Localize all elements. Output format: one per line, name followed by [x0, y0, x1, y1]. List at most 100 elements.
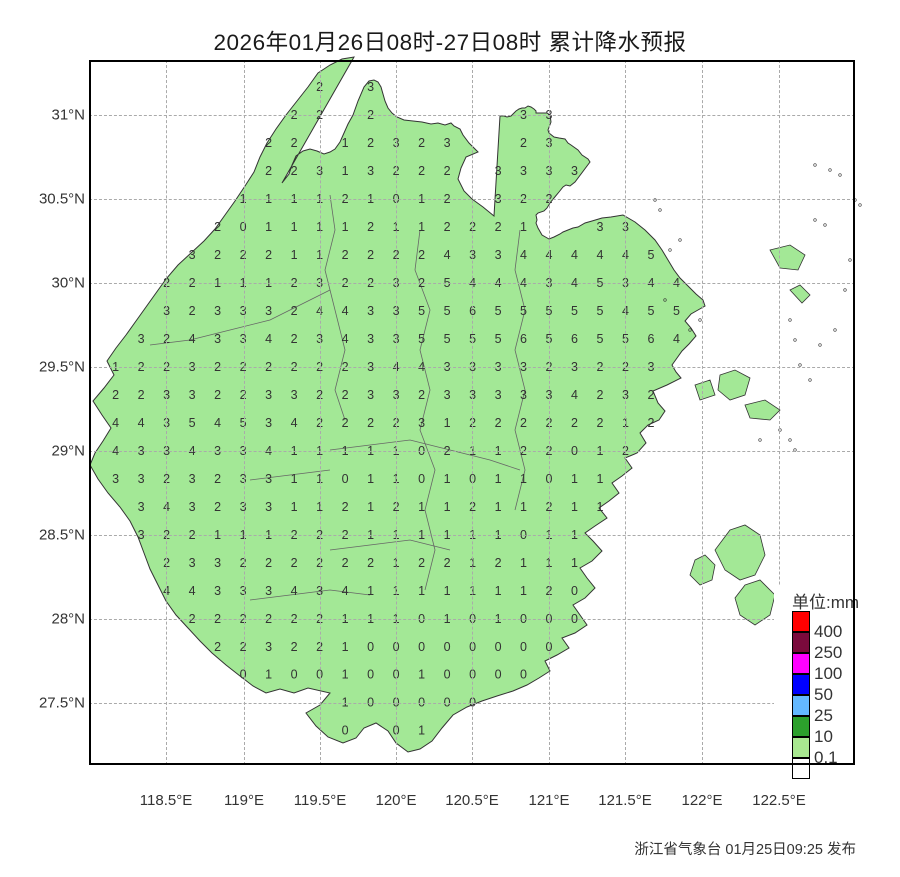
svg-text:1: 1: [265, 220, 272, 234]
svg-text:2: 2: [138, 388, 145, 402]
svg-text:4: 4: [342, 304, 349, 318]
svg-text:2: 2: [571, 416, 578, 430]
svg-text:5: 5: [673, 304, 680, 318]
svg-text:1: 1: [342, 136, 349, 150]
svg-text:2: 2: [444, 164, 451, 178]
svg-text:3: 3: [214, 332, 221, 346]
svg-text:3: 3: [189, 248, 196, 262]
svg-text:1: 1: [418, 668, 425, 682]
svg-text:2: 2: [265, 136, 272, 150]
svg-text:0: 0: [342, 724, 349, 738]
svg-text:5: 5: [495, 332, 502, 346]
svg-text:2: 2: [214, 640, 221, 654]
svg-text:1: 1: [418, 584, 425, 598]
svg-text:1: 1: [418, 724, 425, 738]
svg-text:5: 5: [648, 248, 655, 262]
svg-text:2: 2: [495, 416, 502, 430]
svg-text:6: 6: [648, 332, 655, 346]
svg-text:4: 4: [342, 332, 349, 346]
svg-text:4: 4: [520, 248, 527, 262]
svg-text:2: 2: [291, 640, 298, 654]
svg-text:4: 4: [444, 248, 451, 262]
svg-text:0: 0: [571, 584, 578, 598]
svg-text:0: 0: [495, 668, 502, 682]
svg-text:0: 0: [444, 668, 451, 682]
svg-text:0: 0: [495, 640, 502, 654]
svg-text:5: 5: [444, 304, 451, 318]
svg-text:3: 3: [495, 248, 502, 262]
svg-text:1: 1: [367, 584, 374, 598]
svg-text:2: 2: [342, 388, 349, 402]
svg-text:2: 2: [112, 388, 119, 402]
svg-text:1: 1: [444, 416, 451, 430]
svg-text:1: 1: [444, 472, 451, 486]
svg-text:1: 1: [597, 500, 604, 514]
svg-text:3: 3: [138, 472, 145, 486]
svg-text:2: 2: [418, 388, 425, 402]
svg-text:4: 4: [597, 248, 604, 262]
svg-text:2: 2: [214, 220, 221, 234]
svg-text:5: 5: [444, 332, 451, 346]
svg-text:2: 2: [342, 416, 349, 430]
svg-text:2: 2: [367, 136, 374, 150]
svg-text:2: 2: [444, 220, 451, 234]
svg-text:1: 1: [495, 500, 502, 514]
svg-text:3: 3: [189, 472, 196, 486]
svg-text:5: 5: [418, 304, 425, 318]
svg-text:2: 2: [214, 248, 221, 262]
svg-text:0: 0: [418, 640, 425, 654]
svg-text:3: 3: [367, 164, 374, 178]
svg-text:1: 1: [520, 472, 527, 486]
svg-text:2: 2: [367, 248, 374, 262]
svg-text:1: 1: [342, 164, 349, 178]
svg-text:5: 5: [520, 304, 527, 318]
svg-text:4: 4: [189, 584, 196, 598]
svg-text:0: 0: [291, 668, 298, 682]
svg-text:2: 2: [265, 248, 272, 262]
svg-text:3: 3: [189, 500, 196, 514]
svg-text:3: 3: [265, 640, 272, 654]
svg-text:1: 1: [444, 584, 451, 598]
svg-text:2: 2: [418, 136, 425, 150]
svg-text:3: 3: [214, 304, 221, 318]
svg-text:1: 1: [418, 220, 425, 234]
svg-text:3: 3: [265, 472, 272, 486]
svg-text:4: 4: [291, 416, 298, 430]
svg-text:2: 2: [214, 388, 221, 402]
svg-text:1: 1: [495, 472, 502, 486]
svg-text:3: 3: [189, 556, 196, 570]
svg-text:1: 1: [571, 556, 578, 570]
svg-text:3: 3: [367, 332, 374, 346]
svg-text:2: 2: [291, 136, 298, 150]
svg-text:5: 5: [418, 332, 425, 346]
svg-text:5: 5: [597, 332, 604, 346]
svg-text:3: 3: [444, 388, 451, 402]
svg-text:3: 3: [265, 416, 272, 430]
svg-text:1: 1: [291, 220, 298, 234]
svg-text:2: 2: [189, 304, 196, 318]
svg-text:4: 4: [571, 248, 578, 262]
svg-text:2: 2: [418, 248, 425, 262]
svg-text:2: 2: [418, 556, 425, 570]
svg-text:1: 1: [342, 220, 349, 234]
svg-text:1: 1: [495, 584, 502, 598]
svg-text:0: 0: [367, 640, 374, 654]
svg-text:2: 2: [648, 388, 655, 402]
svg-text:2: 2: [342, 500, 349, 514]
svg-text:3: 3: [520, 164, 527, 178]
svg-text:2: 2: [520, 416, 527, 430]
svg-text:1: 1: [291, 248, 298, 262]
svg-text:3: 3: [265, 388, 272, 402]
svg-text:0: 0: [342, 472, 349, 486]
svg-text:0: 0: [367, 668, 374, 682]
svg-text:3: 3: [495, 388, 502, 402]
svg-text:2: 2: [597, 416, 604, 430]
svg-text:3: 3: [265, 500, 272, 514]
svg-text:3: 3: [367, 388, 374, 402]
svg-text:1: 1: [418, 500, 425, 514]
svg-text:1: 1: [571, 500, 578, 514]
svg-text:2: 2: [367, 416, 374, 430]
svg-text:5: 5: [495, 304, 502, 318]
svg-text:6: 6: [571, 332, 578, 346]
svg-text:3: 3: [418, 416, 425, 430]
